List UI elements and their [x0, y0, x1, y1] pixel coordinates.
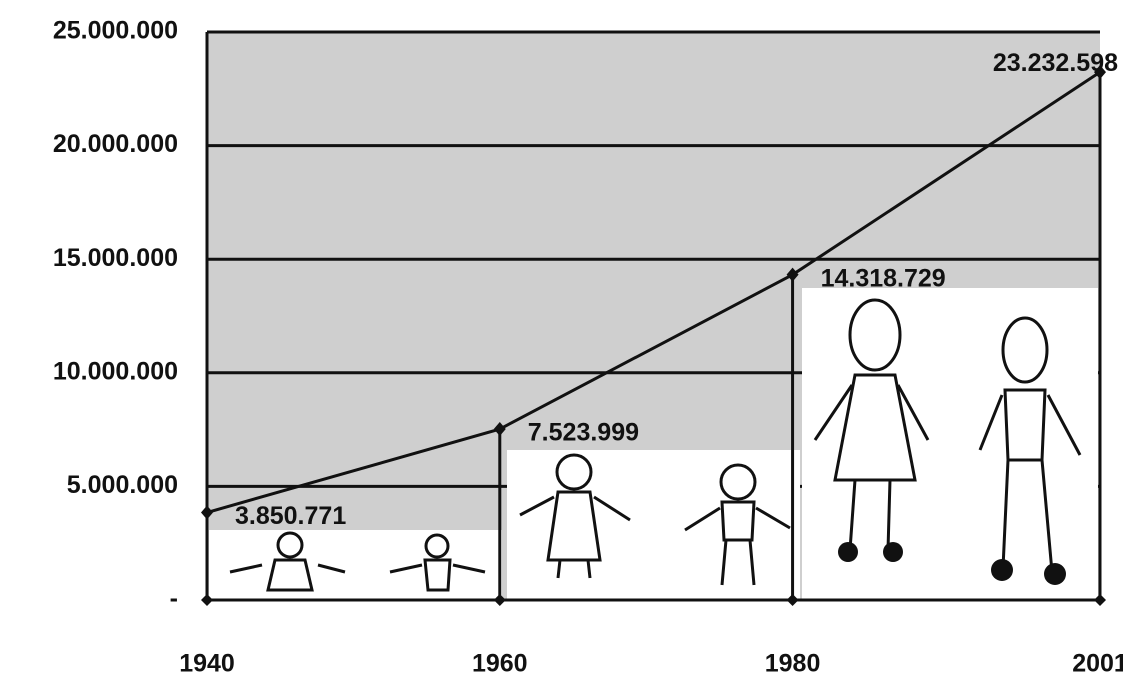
y-tick-label: -: [170, 585, 178, 613]
y-tick-label: 20.000.000: [53, 130, 178, 158]
x-tick-label: 1980: [765, 650, 821, 678]
y-tick-label: 15.000.000: [53, 244, 178, 272]
value-label: 14.318.729: [821, 264, 946, 292]
y-tick-label: 10.000.000: [53, 357, 178, 385]
value-label: 3.850.771: [235, 502, 346, 530]
y-tick-label: 5.000.000: [67, 471, 178, 499]
chart: - 5.000.000 10.000.000 15.000.000 20.000.000…: [0, 0, 1123, 685]
x-tick-label: 1940: [179, 650, 235, 678]
value-label: 7.523.999: [528, 419, 639, 447]
x-tick-label: 2001: [1072, 650, 1123, 678]
page: {"chart_data": {"type": "line", "x": [19…: [0, 0, 1123, 685]
y-tick-label: 25.000.000: [53, 17, 178, 45]
value-label: 23.232.598: [993, 49, 1118, 77]
illustration-panel: [507, 450, 800, 600]
x-tick-label: 1960: [472, 650, 528, 678]
